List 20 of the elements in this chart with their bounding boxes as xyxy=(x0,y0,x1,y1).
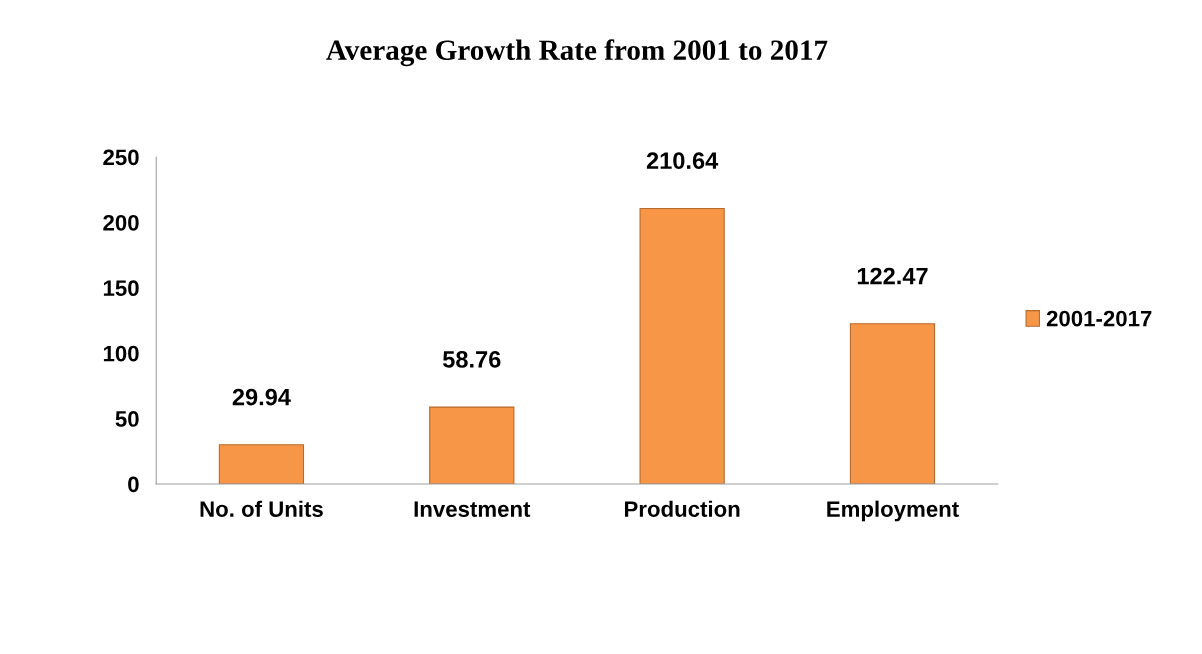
x-tick-label: Investment xyxy=(414,501,531,517)
y-tick-label: 250 xyxy=(103,149,139,166)
bar xyxy=(429,406,515,484)
y-tick-label: 50 xyxy=(115,411,139,427)
y-tick-label: 100 xyxy=(103,345,139,362)
legend-label: 2001-2017 xyxy=(1046,310,1152,327)
data-label: 58.76 xyxy=(442,350,501,368)
y-tick-label: 150 xyxy=(103,280,139,297)
chart-title: Average Growth Rate from 2001 to 2017 xyxy=(326,39,828,67)
y-tick-label: 200 xyxy=(103,214,139,231)
data-label: 29.94 xyxy=(232,388,291,406)
x-tick-label: Employment xyxy=(827,500,959,522)
bar xyxy=(849,323,936,484)
y-tick-label: 0 xyxy=(128,476,139,493)
data-label: 210.64 xyxy=(646,152,719,170)
bar xyxy=(218,444,305,484)
data-label: 122.47 xyxy=(857,267,928,285)
x-tick-label: No. of Units xyxy=(200,500,323,517)
bar xyxy=(639,207,725,484)
x-tick-label: Production xyxy=(624,500,740,517)
